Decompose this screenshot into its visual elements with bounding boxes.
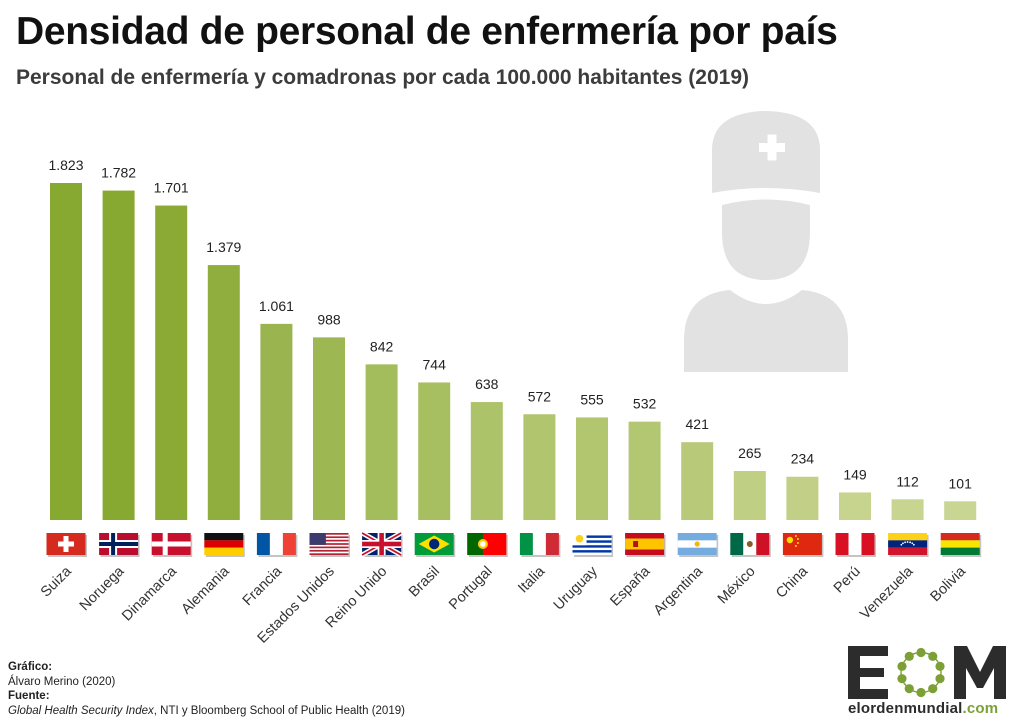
italy-flag xyxy=(519,533,561,557)
bar xyxy=(944,501,977,520)
category-label: Dinamarca xyxy=(119,563,181,625)
bar xyxy=(681,442,714,520)
bar xyxy=(786,476,819,520)
bar xyxy=(50,183,82,520)
spain-flag xyxy=(625,533,666,557)
flags-group xyxy=(46,530,982,558)
france-flag xyxy=(256,533,298,557)
value-label: 101 xyxy=(949,475,973,491)
bar xyxy=(733,471,766,520)
bars-group xyxy=(50,183,977,521)
category-label: Venezuela xyxy=(857,563,917,623)
value-label: 421 xyxy=(686,416,710,432)
bar xyxy=(418,382,451,520)
credits: Gráfico: Álvaro Merino (2020) Fuente: Gl… xyxy=(8,660,405,718)
value-label: 555 xyxy=(580,391,604,407)
value-label: 265 xyxy=(738,445,762,461)
category-label: España xyxy=(607,563,654,610)
credits-fuente-italic: Global Health Security Index xyxy=(8,704,154,717)
category-label: Portugal xyxy=(446,564,496,614)
value-label: 234 xyxy=(791,451,815,467)
bar xyxy=(102,190,135,520)
nurse-icon xyxy=(684,111,848,372)
mexico-flag xyxy=(730,533,771,557)
germany-flag xyxy=(204,533,245,557)
credits-fuente-rest: , NTI y Bloomberg School of Public Healt… xyxy=(153,704,405,717)
value-label: 638 xyxy=(475,376,499,392)
category-label: Perú xyxy=(831,564,864,597)
value-label: 112 xyxy=(896,473,919,489)
credits-grafico-value: Álvaro Merino (2020) xyxy=(8,675,116,688)
bolivia-flag xyxy=(940,533,982,557)
category-label: México xyxy=(715,564,759,608)
brazil-flag xyxy=(414,533,456,557)
logo-text: elordenmundial.com xyxy=(848,700,998,717)
value-label: 842 xyxy=(370,338,394,354)
bar xyxy=(628,421,661,520)
value-label: 1.823 xyxy=(48,157,83,173)
norway-flag xyxy=(99,533,140,557)
argentina-flag xyxy=(677,533,719,557)
credits-fuente: Global Health Security Index, NTI y Bloo… xyxy=(8,704,405,719)
bar-chart: 1.823 1.782 1.701 1.379 1.061 988 842 744 638 572… xyxy=(38,111,982,647)
category-label: Suiza xyxy=(38,563,76,601)
chart-title: Densidad de personal de enfermería por p… xyxy=(16,10,838,53)
logo-text-name: elordenmundial xyxy=(848,700,963,717)
value-label: 532 xyxy=(633,396,657,412)
category-label: Alemania xyxy=(179,563,234,618)
switzerland-flag xyxy=(46,533,87,557)
value-label: 988 xyxy=(317,311,341,327)
value-label: 744 xyxy=(423,356,447,372)
denmark-flag xyxy=(151,533,193,557)
value-label: 149 xyxy=(843,466,867,482)
bar xyxy=(207,265,240,520)
category-label: Argentina xyxy=(651,563,707,619)
venezuela-flag xyxy=(888,533,929,557)
bar xyxy=(576,417,608,520)
credits-fuente-label: Fuente: xyxy=(8,690,50,702)
category-label: Uruguay xyxy=(551,563,602,614)
logo-text-domain: .com xyxy=(962,700,999,717)
uk-flag xyxy=(360,530,403,558)
uruguay-flag xyxy=(572,533,613,557)
usa-flag xyxy=(309,533,350,557)
category-label: China xyxy=(773,563,812,602)
bar xyxy=(313,337,345,520)
value-label: 1.782 xyxy=(101,165,136,181)
value-label: 572 xyxy=(528,388,552,404)
bar xyxy=(365,364,398,520)
value-label: 1.701 xyxy=(154,180,189,196)
category-label: Francia xyxy=(240,563,286,609)
china-flag xyxy=(782,533,824,557)
bar xyxy=(839,492,871,520)
eom-logo-icon xyxy=(848,646,1006,699)
category-label: Noruega xyxy=(77,563,128,614)
category-label: Brasil xyxy=(406,564,443,601)
logo-ring xyxy=(900,651,942,694)
portugal-flag xyxy=(467,533,508,557)
bar xyxy=(260,323,293,520)
category-label: Bolivia xyxy=(928,563,970,605)
chart-subtitle: Personal de enfermería y comadronas por … xyxy=(16,66,749,89)
bar xyxy=(523,414,556,520)
peru-flag xyxy=(835,533,876,557)
bar xyxy=(155,205,188,521)
credits-grafico-label: Gráfico: xyxy=(8,661,53,673)
value-label: 1.061 xyxy=(259,298,294,314)
value-labels-group: 1.823 1.782 1.701 1.379 1.061 988 842 744 638 572… xyxy=(48,157,972,491)
value-label: 1.379 xyxy=(206,239,241,255)
bar xyxy=(470,402,503,520)
bar xyxy=(891,499,924,520)
category-label: Italia xyxy=(515,563,549,597)
